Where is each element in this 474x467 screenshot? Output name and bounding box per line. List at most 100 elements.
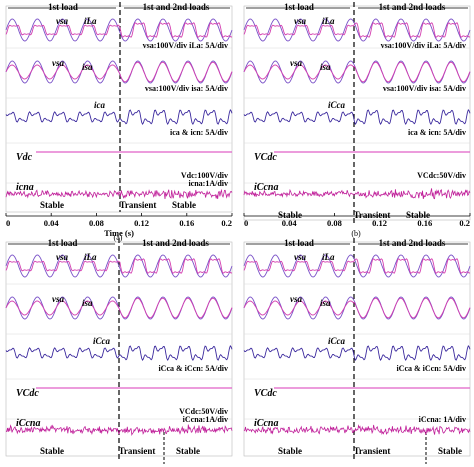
scale-channel-2: vsa:100V/div isa: 5A/div <box>145 84 228 93</box>
trace-icn <box>5 188 233 199</box>
time-axis-label: Time (s) <box>104 228 134 238</box>
label-icn: icna <box>16 182 34 193</box>
panel-caption: (a) <box>114 233 123 242</box>
trace-ila <box>5 22 233 38</box>
label-ila: iLa <box>322 252 335 262</box>
scale-channel-4: Vdc:100V/div <box>181 171 228 180</box>
scale-channel-5: iCcna:1A/div <box>183 415 228 424</box>
label-vsa-2: vsa <box>290 58 302 68</box>
state-label-right: Stable <box>406 210 430 220</box>
label-isa: isa <box>82 62 93 72</box>
time-tick-label: 0.2 <box>221 218 232 228</box>
time-tick-label: 0 <box>6 218 10 228</box>
panels: 1st load 1st and 2nd loads vsa iLa vsa:100V/… <box>5 2 471 464</box>
time-tick-label: 0.16 <box>179 218 194 228</box>
trace-isa <box>243 61 471 83</box>
label-vsa-1: vsa <box>56 16 68 26</box>
label-icn: iCcna <box>254 182 278 193</box>
scope-frame <box>5 5 233 213</box>
trace-isa <box>5 297 233 319</box>
scale-channel-3: ica & icn: 5A/div <box>170 128 228 137</box>
load-label-left: 1st load <box>48 238 78 248</box>
label-vsa-2: vsa <box>52 294 64 304</box>
scale-channel-2: vsa:100V/div isa: 5A/div <box>383 84 466 93</box>
label-isa: isa <box>82 298 93 308</box>
time-tick-label: 0 <box>244 218 248 228</box>
trace-icn <box>5 424 233 436</box>
state-label-transient: Transient <box>119 446 156 456</box>
state-label-left: Stable <box>40 446 64 456</box>
time-tick-label: 0.2 <box>459 218 470 228</box>
load-label-right: 1st and 2nd loads <box>142 238 209 248</box>
load-label-right: 1st and 2nd loads <box>379 2 446 12</box>
time-tick-label: 0.04 <box>282 218 298 228</box>
time-tick-label: 0.04 <box>44 218 60 228</box>
state-label-left: Stable <box>278 446 302 456</box>
scale-channel-5: iCcna: 1A/div <box>419 415 466 424</box>
scale-channel-3: iCca & iCcn: 5A/div <box>158 364 228 373</box>
label-ica: ica <box>94 100 105 110</box>
load-label-left: 1st load <box>284 238 314 248</box>
load-label-right: 1st and 2nd loads <box>379 238 446 248</box>
trace-ica <box>5 109 233 126</box>
label-vdc: VCdc <box>254 152 277 163</box>
label-ila: iLa <box>322 16 335 26</box>
label-icn: iCcna <box>254 418 278 429</box>
label-vsa-1: vsa <box>294 252 306 262</box>
label-vsa-1: vsa <box>56 252 68 262</box>
label-icn: iCcna <box>16 418 40 429</box>
label-isa: isa <box>320 298 331 308</box>
label-ila: iLa <box>84 16 97 26</box>
scale-channel-3: ica & icn: 5A/div <box>408 128 466 137</box>
label-vdc: VCdc <box>254 388 277 399</box>
trace-vsa-1 <box>5 18 233 42</box>
trace-vsa-1 <box>243 18 471 42</box>
label-isa: isa <box>320 62 331 72</box>
load-label-left: 1st load <box>284 2 314 12</box>
trace-isa <box>5 61 233 83</box>
time-tick-label: 0.12 <box>134 218 149 228</box>
trace-vsa-1 <box>243 254 471 278</box>
load-label-right: 1st and 2nd loads <box>143 2 210 12</box>
trace-icn <box>243 188 471 200</box>
state-label-right: Stable <box>176 446 200 456</box>
label-ica: iCca <box>93 336 110 346</box>
panel-b: 1st load 1st and 2nd loads vsa iLa vsa:100V/… <box>243 2 471 238</box>
state-label-left: Stable <box>40 200 64 210</box>
label-ica: iCca <box>328 100 345 110</box>
trace-isa <box>243 297 471 319</box>
label-ila: iLa <box>84 252 97 262</box>
panel-caption: (b) <box>351 229 361 238</box>
scale-channel-4: VCdc:50V/div <box>179 407 228 416</box>
panel-c: 1st load 1st and 2nd loads vsa iLa vsa isa iCc… <box>5 238 233 464</box>
state-label-right: Stable <box>172 200 196 210</box>
load-label-left: 1st load <box>48 2 78 12</box>
trace-ila <box>5 258 233 274</box>
trace-ila <box>243 258 471 274</box>
trace-vsa-1 <box>5 254 233 278</box>
state-label-transient: Transient <box>354 210 391 220</box>
time-tick-label: 0.08 <box>327 218 342 228</box>
panel-a: 1st load 1st and 2nd loads vsa iLa vsa:100V/… <box>5 2 233 242</box>
label-vsa-2: vsa <box>52 58 64 68</box>
state-label-left: Stable <box>278 210 302 220</box>
time-tick-label: 0.12 <box>372 218 387 228</box>
scale-channel-4: VCdc:50V/div <box>417 171 466 180</box>
label-vdc: Vdc <box>16 152 33 163</box>
scale-channel-3: iCca & iCcn: 5A/div <box>396 364 466 373</box>
trace-ila <box>243 22 471 38</box>
time-tick-label: 0.08 <box>89 218 104 228</box>
trace-ica <box>243 109 471 126</box>
state-label-right: Stable <box>438 446 462 456</box>
label-vsa-2: vsa <box>290 294 302 304</box>
trace-ica <box>5 345 233 362</box>
trace-ica <box>243 345 471 362</box>
label-vdc: VCdc <box>16 388 39 399</box>
trace-icn <box>243 424 471 436</box>
scale-channel-1: vsa:100V/div iLa: 5A/div <box>381 41 466 50</box>
time-tick-label: 0.16 <box>417 218 432 228</box>
label-vsa-1: vsa <box>294 16 306 26</box>
label-ica: iCca <box>328 336 345 346</box>
